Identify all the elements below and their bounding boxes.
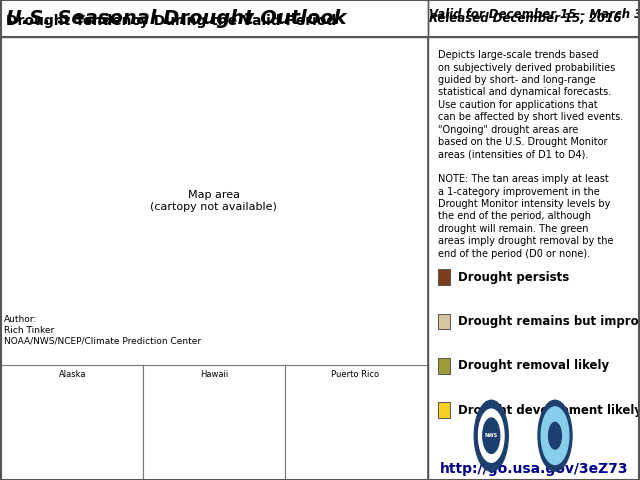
Text: Puerto Rico: Puerto Rico [331, 370, 379, 379]
Text: Drought removal likely: Drought removal likely [458, 360, 609, 372]
Text: NWS: NWS [484, 433, 498, 438]
Text: Drought Tendency During the Valid Period: Drought Tendency During the Valid Period [6, 14, 337, 28]
Text: Drought remains but improves: Drought remains but improves [458, 315, 640, 328]
Text: Alaska: Alaska [59, 370, 86, 379]
Text: U.S. Seasonal Drought Outlook: U.S. Seasonal Drought Outlook [6, 9, 347, 28]
Text: Depicts large-scale trends based
on subjectively derived probabilities
guided by: Depicts large-scale trends based on subj… [438, 50, 623, 259]
Text: Author:
Rich Tinker
NOAA/NWS/NCEP/Climate Prediction Center: Author: Rich Tinker NOAA/NWS/NCEP/Climat… [4, 315, 202, 345]
Bar [438, 402, 450, 418]
Bar [438, 269, 450, 285]
Bar [438, 313, 450, 329]
Circle shape [474, 400, 508, 471]
Circle shape [541, 407, 569, 465]
Text: http://go.usa.gov/3eZ73: http://go.usa.gov/3eZ73 [440, 462, 628, 476]
Bar [438, 358, 450, 373]
Text: Map area
(cartopy not available): Map area (cartopy not available) [150, 190, 277, 212]
Text: Drought persists: Drought persists [458, 271, 570, 284]
Circle shape [538, 400, 572, 471]
Text: Drought development likely: Drought development likely [458, 404, 640, 417]
Circle shape [548, 422, 561, 449]
Circle shape [483, 418, 500, 454]
Text: Released December 15, 2016: Released December 15, 2016 [429, 12, 621, 25]
Circle shape [479, 409, 504, 462]
Text: Valid for December 15 - March 31, 2017: Valid for December 15 - March 31, 2017 [429, 8, 640, 21]
Text: Hawaii: Hawaii [200, 370, 228, 379]
